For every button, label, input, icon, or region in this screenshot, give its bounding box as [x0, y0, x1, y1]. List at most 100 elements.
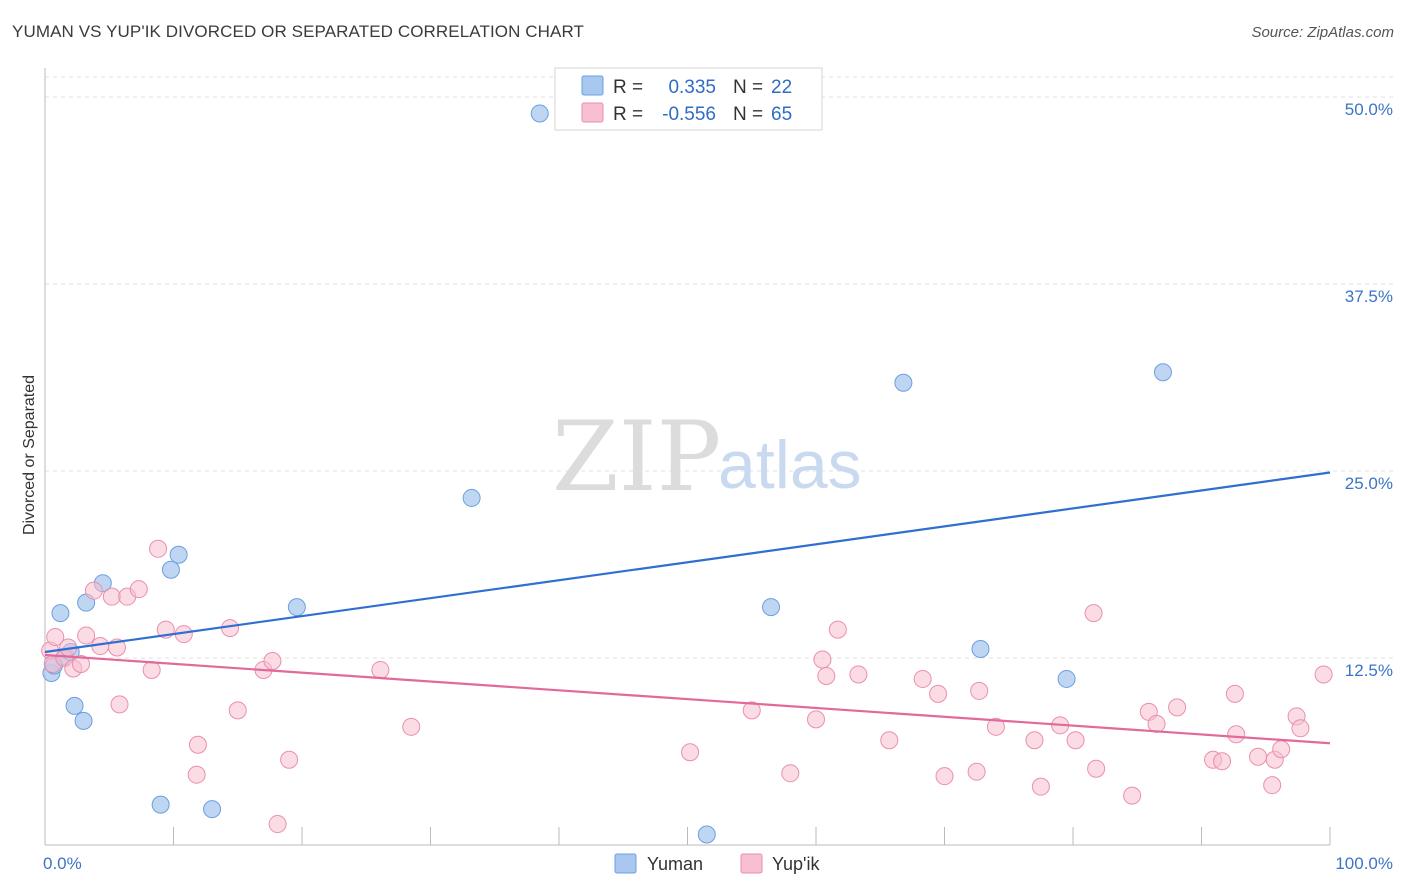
yupik-point-35	[828, 620, 847, 639]
x-tick-labels: 0.0% 100.0%	[43, 854, 1393, 873]
yupik-point-31	[781, 764, 800, 783]
yupik-point-29	[681, 743, 700, 762]
yupik-point-59	[1263, 776, 1282, 795]
grid-lines	[45, 76, 1395, 659]
yupik-trend-line	[44, 653, 1331, 745]
yuman-point-20	[1057, 669, 1076, 688]
source-label: Source: ZipAtlas.com	[1251, 24, 1394, 41]
yuman-point-2	[51, 604, 70, 623]
yuman-point-16	[697, 825, 716, 844]
yupik-point-14	[129, 580, 148, 599]
yupik-point-6	[71, 654, 90, 673]
yupik-point-40	[935, 767, 954, 786]
yupik-point-16	[149, 539, 168, 558]
yupik-point-26	[280, 750, 299, 769]
yupik-point-42	[970, 681, 989, 700]
yuman-point-18	[894, 373, 913, 392]
y-tick-label-2: 37.5%	[1345, 287, 1393, 306]
yupik-point-61	[1272, 740, 1291, 759]
yupik-point-63	[1291, 719, 1310, 738]
yupik-point-7	[77, 626, 96, 645]
yuman-r-value: 0.335	[668, 77, 716, 98]
yupik-point-30	[742, 701, 761, 720]
y-tick-label-0: 12.5%	[1345, 661, 1393, 680]
yupik-point-47	[1066, 731, 1085, 750]
yupik-point-58	[1249, 747, 1268, 766]
yupik-point-44	[1025, 731, 1044, 750]
yupik-r-label: R =	[613, 104, 643, 125]
yupik-n-value: 65	[771, 104, 792, 125]
legend-yupik-swatch	[740, 853, 763, 874]
yupik-point-41	[967, 762, 986, 781]
yupik-point-34	[817, 666, 836, 685]
watermark: ZIP atlas	[552, 401, 862, 513]
yupik-point-8	[84, 581, 103, 600]
yupik-point-64	[1314, 665, 1333, 684]
yupik-point-28	[402, 717, 421, 736]
x-tick-label-0: 0.0%	[43, 854, 82, 873]
y-tick-labels: 12.5% 25.0% 37.5% 50.0%	[1345, 100, 1393, 680]
yuman-point-19	[971, 640, 990, 659]
yupik-point-2	[46, 628, 65, 647]
y-tick-label-3: 50.0%	[1345, 100, 1393, 119]
yupik-point-33	[813, 650, 832, 669]
yupik-point-53	[1168, 698, 1187, 717]
yupik-point-45	[1031, 777, 1050, 796]
yuman-point-13	[287, 598, 306, 617]
yuman-point-5	[65, 696, 84, 715]
yuman-n-label: N =	[733, 77, 763, 98]
yupik-point-32	[807, 710, 825, 729]
yupik-point-48	[1084, 604, 1103, 623]
trend-lines	[44, 471, 1331, 745]
series-legend: Yuman Yup'ik	[614, 853, 820, 874]
yuman-r-label: R =	[613, 77, 643, 98]
yupik-point-12	[110, 695, 129, 714]
x-tick-label-1: 100.0%	[1335, 854, 1393, 873]
stats-legend: R = 0.335 N = 22 R = -0.556 N = 65	[554, 67, 823, 131]
yupik-point-22	[228, 701, 247, 720]
yuman-point-21	[1153, 363, 1172, 382]
watermark-zip: ZIP	[552, 401, 721, 513]
yupik-point-52	[1147, 714, 1166, 733]
yupik-n-label: N =	[733, 104, 763, 125]
yupik-point-55	[1213, 752, 1232, 771]
yupik-point-56	[1225, 684, 1244, 703]
yuman-trend-line	[44, 471, 1331, 654]
watermark-atlas: atlas	[718, 427, 862, 503]
yupik-point-43	[986, 717, 1005, 736]
yupik-point-39	[929, 684, 948, 703]
legend-yuman-label: Yuman	[647, 854, 703, 874]
axes	[44, 68, 1331, 846]
yuman-point-14	[462, 488, 481, 507]
yupik-swatch	[581, 102, 604, 123]
yupik-point-10	[102, 587, 121, 606]
yuman-point-10	[161, 560, 180, 579]
yupik-point-19	[187, 765, 206, 784]
yuman-point-15	[530, 104, 549, 123]
y-axis-label: Divorced or Separated	[21, 375, 38, 535]
yuman-point-11	[169, 545, 188, 564]
yuman-n-value: 22	[771, 77, 792, 98]
yupik-point-20	[188, 735, 207, 754]
yupik-point-24	[263, 651, 282, 670]
yupik-points	[41, 539, 1333, 834]
legend-yupik-label: Yup'ik	[772, 854, 820, 874]
yupik-point-50	[1123, 786, 1142, 805]
yupik-point-36	[849, 665, 868, 684]
yuman-swatch	[581, 75, 604, 96]
yupik-r-value: -0.556	[662, 104, 716, 125]
y-tick-label-1: 25.0%	[1345, 474, 1393, 493]
chart-title: YUMAN VS YUP'IK DIVORCED OR SEPARATED CO…	[12, 22, 585, 41]
yupik-point-38	[913, 669, 932, 688]
legend-yuman-swatch	[614, 853, 637, 874]
yupik-point-27	[371, 660, 390, 679]
yupik-point-15	[142, 660, 161, 679]
yuman-point-17	[762, 598, 781, 617]
yupik-point-49	[1087, 759, 1106, 778]
yuman-point-6	[74, 711, 93, 730]
yuman-point-9	[151, 795, 170, 814]
yupik-point-57	[1227, 725, 1246, 744]
yupik-point-37	[880, 731, 899, 750]
yupik-point-25	[268, 815, 287, 834]
